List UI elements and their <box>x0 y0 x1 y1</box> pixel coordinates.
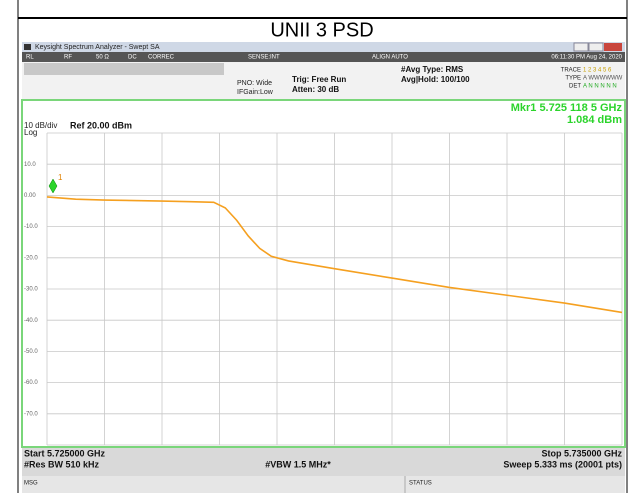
maximize[interactable] <box>588 42 604 52</box>
input-field <box>24 63 224 75</box>
y-label: -20.0 <box>24 255 38 261</box>
status-item: SENSE:INT <box>248 55 280 61</box>
marker-value: 1.084 dBm <box>567 114 622 126</box>
y-label: -60.0 <box>24 380 38 386</box>
marker-diamond <box>48 178 58 194</box>
status-item: RF <box>64 55 72 61</box>
type-val: A WWWWWW <box>583 76 623 82</box>
status-item: DC <box>128 55 137 61</box>
y-label: -70.0 <box>24 411 38 417</box>
close[interactable] <box>604 43 622 51</box>
trig: Trig: Free Run <box>292 75 346 84</box>
status-item: ALIGN AUTO <box>372 55 408 61</box>
vbw: #VBW 1.5 MHz* <box>265 459 331 469</box>
status-item: RL <box>26 55 34 61</box>
atten: Atten: 30 dB <box>292 85 339 94</box>
status-item: 50 Ω <box>96 55 109 61</box>
ref-level: Ref 20.00 dBm <box>70 120 132 130</box>
type-label: TYPE <box>565 76 581 82</box>
y-label: 10.0 <box>24 162 36 168</box>
msg: MSG <box>24 481 38 487</box>
avg-type: #Avg Type: RMS <box>401 65 464 74</box>
log: Log <box>24 128 37 137</box>
trace-nums: 1 2 3 4 5 6 <box>583 68 612 74</box>
display <box>21 99 626 448</box>
y-label: -10.0 <box>24 224 38 230</box>
trace <box>46 196 623 314</box>
status: STATUS <box>409 481 432 487</box>
caption: UNII 3 PSD <box>270 19 373 41</box>
status-row <box>22 52 625 62</box>
avg-hold: Avg|Hold: 100/100 <box>401 75 470 84</box>
minimize[interactable] <box>573 42 589 52</box>
pno: PNO: Wide <box>237 80 272 87</box>
marker-id: 1 <box>58 173 63 182</box>
y-label: -30.0 <box>24 287 38 293</box>
window-title: Keysight Spectrum Analyzer - Swept SA <box>35 44 160 51</box>
status-bar <box>22 476 625 493</box>
rbw: #Res BW 510 kHz <box>24 459 100 469</box>
graticule <box>46 132 623 446</box>
ifgain: IFGain:Low <box>237 89 274 96</box>
status-item: CORREC <box>148 55 175 61</box>
y-label: -50.0 <box>24 349 38 355</box>
sweep: Sweep 5.333 ms (20001 pts) <box>503 459 622 469</box>
stop-freq: Stop 5.735000 GHz <box>541 448 622 458</box>
start-freq: Start 5.725000 GHz <box>24 448 106 458</box>
app-icon <box>24 44 31 50</box>
scale: 10 dB/div <box>24 121 57 130</box>
y-label: -40.0 <box>24 318 38 324</box>
title-bar <box>22 42 625 52</box>
y-label: 0.00 <box>24 193 36 199</box>
marker-label: Mkr1 5.725 118 5 GHz <box>511 102 623 114</box>
trace-label: TRACE <box>561 68 581 74</box>
det-label: DET <box>569 84 581 90</box>
det-val: A N N N N N <box>583 84 617 90</box>
status-item: 06:11:30 PM Aug 24, 2020 <box>551 55 622 61</box>
